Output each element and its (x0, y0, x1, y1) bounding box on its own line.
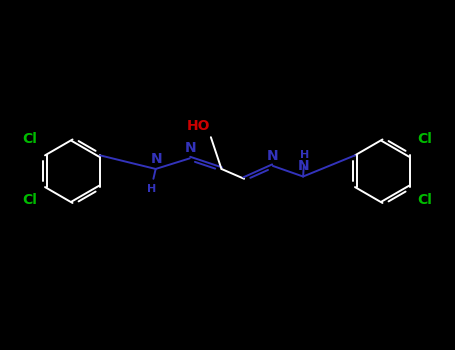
Text: N: N (185, 141, 196, 155)
Text: Cl: Cl (418, 132, 432, 146)
Text: H: H (300, 150, 309, 160)
Text: Cl: Cl (23, 193, 37, 207)
Text: N: N (151, 152, 162, 166)
Text: N: N (298, 160, 310, 174)
Text: H: H (147, 184, 156, 194)
Text: N: N (266, 149, 278, 163)
Text: Cl: Cl (418, 193, 432, 207)
Text: HO: HO (187, 119, 210, 133)
Text: Cl: Cl (23, 132, 37, 146)
